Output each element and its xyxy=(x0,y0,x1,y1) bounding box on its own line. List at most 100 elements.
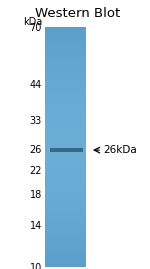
Bar xyxy=(45,145,86,146)
Bar xyxy=(45,104,86,106)
Bar xyxy=(45,72,86,73)
Bar xyxy=(45,265,86,266)
Bar xyxy=(64,148,65,152)
Bar xyxy=(60,148,61,152)
Bar xyxy=(45,68,86,69)
Bar xyxy=(45,61,86,63)
Bar xyxy=(69,148,70,152)
Bar xyxy=(45,199,86,200)
Bar xyxy=(45,173,86,174)
Bar xyxy=(45,37,86,39)
Bar xyxy=(45,100,86,102)
Bar xyxy=(80,148,81,152)
Bar xyxy=(45,135,86,136)
Bar xyxy=(45,162,86,164)
Bar xyxy=(45,231,86,232)
Bar xyxy=(45,52,86,53)
Bar xyxy=(45,183,86,184)
Bar xyxy=(45,97,86,98)
Bar xyxy=(45,157,86,158)
Bar xyxy=(61,148,62,152)
Bar xyxy=(45,156,86,158)
Bar xyxy=(45,231,86,232)
Bar xyxy=(45,210,86,211)
Bar xyxy=(45,56,86,57)
Bar xyxy=(45,139,86,140)
Bar xyxy=(45,85,86,87)
Bar xyxy=(45,207,86,208)
Bar xyxy=(45,102,86,103)
Bar xyxy=(45,76,86,78)
Bar xyxy=(45,77,86,79)
Bar xyxy=(68,148,69,152)
Bar xyxy=(45,261,86,262)
Bar xyxy=(45,47,86,48)
Bar xyxy=(45,171,86,172)
Bar xyxy=(45,42,86,43)
Bar xyxy=(45,62,86,63)
Bar xyxy=(45,45,86,47)
Bar xyxy=(45,125,86,126)
Bar xyxy=(45,103,86,104)
Bar xyxy=(45,215,86,217)
Bar xyxy=(45,151,86,152)
Bar xyxy=(45,223,86,225)
Bar xyxy=(45,154,86,155)
Bar xyxy=(54,148,55,152)
Bar xyxy=(45,211,86,213)
Bar xyxy=(45,115,86,116)
Bar xyxy=(45,155,86,157)
Bar xyxy=(45,263,86,264)
Bar xyxy=(45,28,86,29)
Bar xyxy=(45,116,86,118)
Bar xyxy=(74,148,75,152)
Bar xyxy=(45,158,86,159)
Bar xyxy=(45,159,86,161)
Bar xyxy=(45,134,86,135)
Bar xyxy=(45,70,86,71)
Bar xyxy=(45,261,86,263)
Text: 22: 22 xyxy=(30,166,42,176)
Bar xyxy=(45,132,86,133)
Bar xyxy=(45,123,86,124)
Bar xyxy=(45,170,86,171)
Bar xyxy=(45,141,86,142)
Bar xyxy=(45,198,86,199)
Bar xyxy=(45,238,86,240)
Bar xyxy=(45,76,86,77)
Bar xyxy=(45,236,86,237)
Bar xyxy=(45,194,86,196)
Bar xyxy=(45,196,86,197)
Bar xyxy=(45,175,86,177)
Bar xyxy=(81,148,82,152)
Bar xyxy=(53,148,54,152)
Bar xyxy=(45,214,86,216)
Bar xyxy=(59,148,60,152)
Bar xyxy=(45,30,86,31)
Bar xyxy=(45,260,86,261)
Bar xyxy=(45,219,86,221)
Bar xyxy=(45,111,86,112)
Bar xyxy=(45,44,86,46)
Bar xyxy=(45,108,86,110)
Bar xyxy=(45,203,86,204)
Bar xyxy=(45,95,86,96)
Bar xyxy=(45,115,86,117)
Bar xyxy=(45,220,86,221)
Bar xyxy=(45,183,86,185)
Bar xyxy=(45,185,86,186)
Bar xyxy=(45,190,86,191)
Bar xyxy=(45,201,86,202)
Bar xyxy=(45,143,86,144)
Bar xyxy=(45,244,86,245)
Bar xyxy=(71,148,72,152)
Text: Western Blot: Western Blot xyxy=(35,7,121,20)
Bar xyxy=(45,119,86,121)
Bar xyxy=(45,75,86,76)
Bar xyxy=(45,200,86,201)
Bar xyxy=(45,218,86,219)
Bar xyxy=(45,234,86,236)
Bar xyxy=(73,148,74,152)
Bar xyxy=(45,241,86,242)
Bar xyxy=(45,179,86,181)
